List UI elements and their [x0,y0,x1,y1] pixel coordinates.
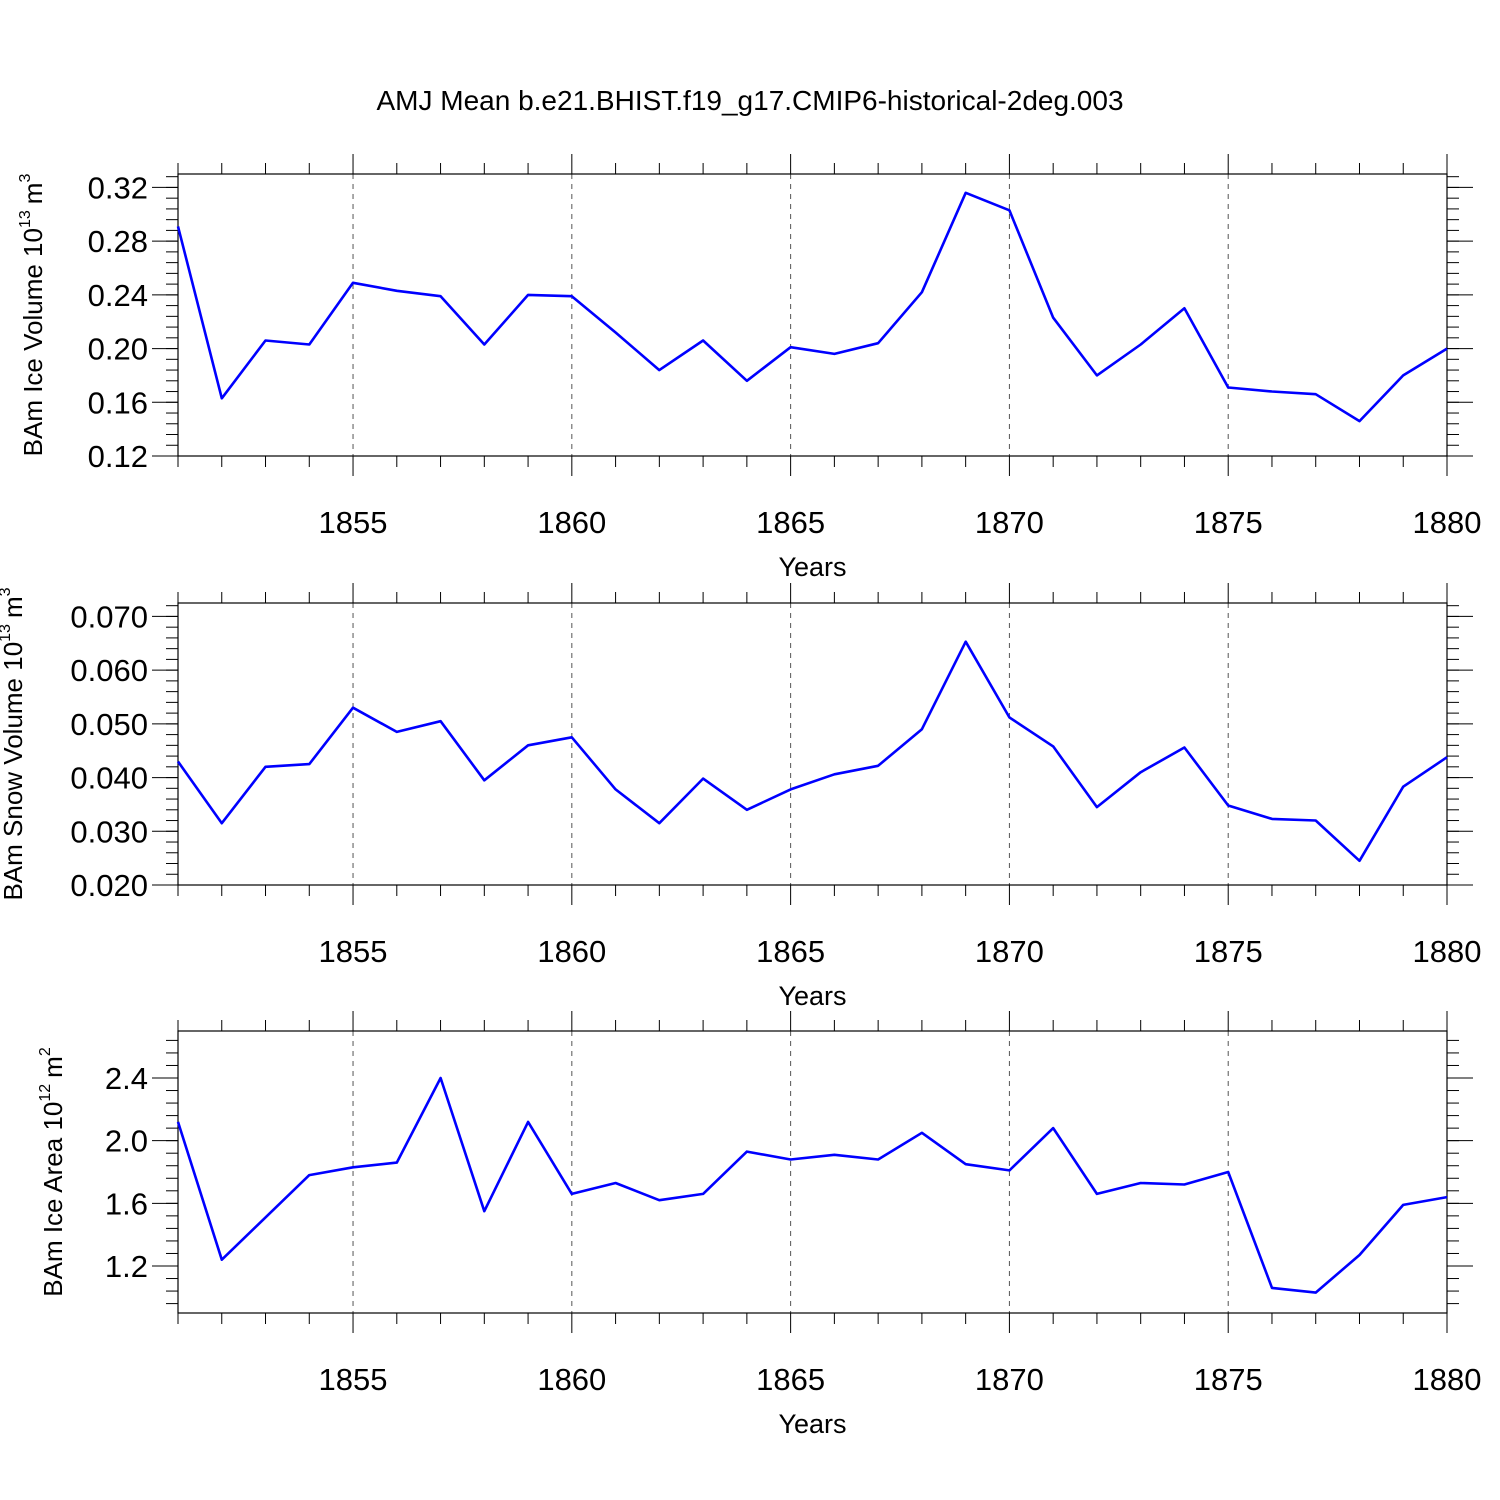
y-tick-label: 0.020 [70,868,148,903]
y-tick-label: 0.20 [88,332,148,367]
y-axis-label: BAm Ice Area 1012 m2 [37,1047,68,1297]
x-tick-label: 1860 [537,934,606,969]
y-axis-label-unit: m [38,1056,68,1078]
y-axis-label-unit: m [18,183,48,205]
series-line [176,1076,1448,1294]
x-tick-label: 1880 [1413,1362,1482,1397]
y-axis-label-unit: m [0,596,28,618]
y-tick-label: 0.060 [70,653,148,688]
y-tick-label: 0.050 [70,707,148,742]
y-tick-label: 0.030 [70,814,148,849]
y-tick-label: 1.2 [105,1249,148,1284]
x-tick-label: 1865 [756,934,825,969]
y-axis-label-text: BAm Snow Volume 10 [0,642,28,901]
y-tick-label: 0.040 [70,761,148,796]
chart-panel-1: 0.12 0.16 0.20 0.24 0.28 0.32 1855 1860 1865 1870… [17,154,1481,582]
y-axis-label-exponent: 13 [17,210,34,228]
plot-frame [177,1030,1448,1314]
x-tick-label: 1870 [975,505,1044,540]
x-tick-label: 1870 [975,934,1044,969]
x-tick-label: 1880 [1413,505,1482,540]
y-tick-label: 0.28 [88,224,148,259]
x-tick-label: 1870 [975,1362,1044,1397]
x-tick-label: 1880 [1413,934,1482,969]
y-axis-label-unit-exponent: 2 [37,1047,54,1056]
x-tick-label: 1875 [1194,505,1263,540]
y-axis-label-text: BAm Ice Area 10 [38,1102,68,1297]
panels: 0.12 0.16 0.20 0.24 0.28 0.32 1855 1860 1865 1870… [0,154,1481,1439]
y-tick-label: 0.12 [88,439,148,474]
x-axis-label: Years [778,1409,846,1439]
y-axis-label-unit-exponent: 3 [0,587,14,596]
x-tick-label: 1855 [319,505,388,540]
x-tick-label: 1865 [756,505,825,540]
x-tick-label: 1860 [537,1362,606,1397]
y-tick-label: 2.4 [105,1061,148,1096]
chart-panel-3: 1.2 1.6 2.0 2.4 1855 1860 1865 1870 1875 1880 Year… [37,1011,1481,1439]
y-axis-label-text: BAm Ice Volume 10 [18,228,48,456]
x-tick-label: 1875 [1194,1362,1263,1397]
x-tick-label: 1855 [319,1362,388,1397]
x-axis-label: Years [778,981,846,1011]
x-tick-label: 1865 [756,1362,825,1397]
plot-frame [177,602,1448,886]
y-tick-label: 2.0 [105,1124,148,1159]
x-tick-label: 1860 [537,505,606,540]
y-tick-label: 1.6 [105,1186,148,1221]
y-axis-label-exponent: 12 [37,1084,54,1102]
y-tick-label: 0.16 [88,385,148,420]
y-tick-label: 0.070 [70,599,148,634]
y-axis-label: BAm Ice Volume 1013 m3 [17,174,48,457]
series-line [176,191,1448,423]
x-axis-label: Years [778,552,846,582]
series-line [176,640,1448,863]
chart-panel-2: 0.020 0.030 0.040 0.050 0.060 0.070 1855 1860 18… [0,583,1481,1011]
x-tick-label: 1875 [1194,934,1263,969]
y-axis-label: BAm Snow Volume 1013 m3 [0,587,28,900]
chart-title: AMJ Mean b.e21.BHIST.f19_g17.CMIP6-histo… [376,85,1123,116]
x-tick-label: 1855 [319,934,388,969]
y-tick-label: 0.24 [88,278,148,313]
y-axis-label-unit-exponent: 3 [17,174,34,183]
y-axis-label-exponent: 13 [0,624,14,642]
plot-frame [177,173,1448,457]
y-tick-label: 0.32 [88,170,148,205]
